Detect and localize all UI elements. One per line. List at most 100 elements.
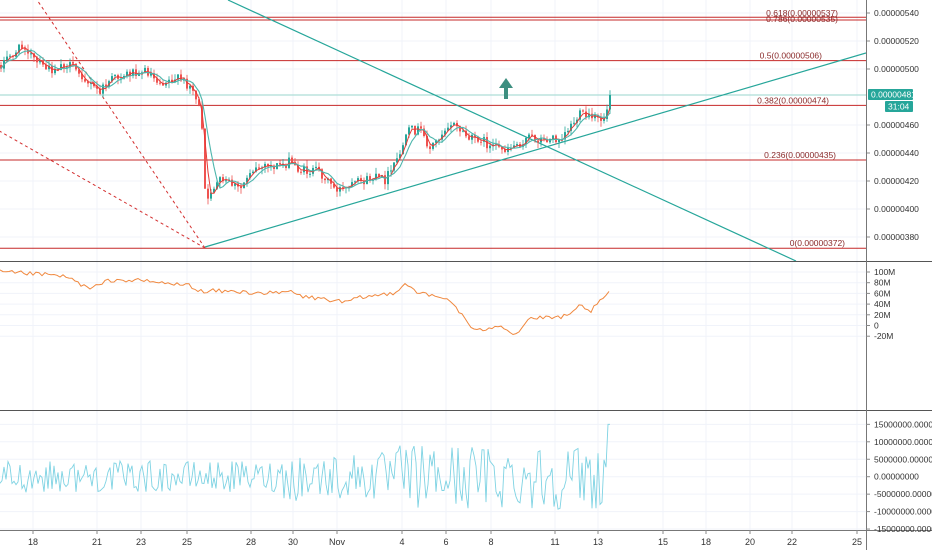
candle-body	[609, 95, 611, 110]
candle-body	[39, 60, 41, 63]
candle-body	[606, 109, 608, 119]
candle-body	[144, 67, 146, 73]
candle-body	[390, 170, 392, 172]
candle-body	[18, 44, 20, 53]
time-axis: 18 21 23 25 28 30 Nov 4 6 8 11 13 15 18 20 22 25	[28, 530, 862, 547]
time-tick-label: 18	[701, 537, 711, 547]
candle-body	[393, 162, 395, 171]
candle-body	[321, 169, 323, 179]
candle-body	[357, 178, 359, 182]
candle-body	[198, 99, 200, 105]
fib-label-3: 0.382(0.00000474)	[757, 95, 829, 105]
candle-body	[399, 154, 401, 159]
candle-body	[537, 140, 539, 143]
candle-body	[582, 110, 584, 112]
time-tick-label: 18	[28, 537, 38, 547]
candle-body	[282, 164, 284, 166]
fib-label-2: 0.5(0.00000506)	[760, 51, 823, 61]
candle-body	[414, 125, 416, 135]
candle-body	[30, 53, 32, 55]
candle-body	[291, 157, 293, 163]
candle-body	[57, 68, 59, 70]
candle-body	[387, 171, 389, 185]
candle-body	[279, 163, 281, 165]
time-tick-label: 25	[182, 537, 192, 547]
candle-body	[27, 49, 29, 54]
candle-body	[252, 171, 254, 174]
time-tick-label: 15	[658, 537, 668, 547]
candle-body	[255, 167, 257, 172]
candle-body	[168, 79, 170, 83]
candle-body	[0, 65, 2, 69]
volume-tick-label: 80M	[874, 278, 891, 288]
candle-body	[378, 173, 380, 177]
candle-body	[246, 177, 248, 183]
candle-body	[570, 123, 572, 131]
oscillator-tick-label: -5000000.00000000	[874, 489, 932, 499]
candle-body	[603, 118, 605, 121]
candle-body	[351, 182, 353, 187]
candle-body	[447, 127, 449, 131]
volume-tick-label: 0	[874, 321, 879, 331]
candle-body	[231, 179, 233, 186]
candle-body	[306, 166, 308, 174]
candle-body	[459, 126, 461, 132]
time-tick-label: 25	[852, 537, 862, 547]
candle-body	[567, 130, 569, 133]
candle-body	[411, 125, 413, 128]
candle-body	[78, 69, 80, 74]
candle-body	[114, 75, 116, 77]
candle-body	[450, 125, 452, 128]
candle-body	[342, 187, 344, 189]
countdown-tag	[885, 101, 913, 112]
candle-body	[417, 126, 419, 135]
oscillator-tick-label: 5000000.00000000	[874, 454, 932, 464]
candle-body	[585, 111, 587, 118]
price-tick-label: 0.00000440	[874, 148, 919, 158]
time-tick-label: 22	[787, 537, 797, 547]
candle-body	[156, 78, 158, 83]
candle-body	[48, 65, 50, 70]
candle-body	[534, 134, 536, 141]
fib-label-1: 0.786(0.00000535)	[766, 14, 838, 24]
candle-body	[315, 166, 317, 169]
candle-body	[600, 117, 602, 121]
oscillator-pane: 15000000.00000000 10000000.00000000 500000…	[0, 419, 932, 534]
descending-trendline	[227, 0, 797, 261]
time-tick-label: 13	[593, 537, 603, 547]
candle-body	[24, 48, 26, 50]
candle-body	[81, 73, 83, 80]
candle-body	[324, 178, 326, 181]
candle-body	[267, 163, 269, 167]
candle-body	[138, 74, 140, 76]
time-tick-label: 11	[550, 537, 559, 547]
candle-body	[405, 134, 407, 146]
volume-tick-label: 40M	[874, 299, 891, 309]
ascending-trendline	[204, 52, 866, 248]
candle-body	[375, 173, 377, 180]
candle-body	[60, 64, 62, 70]
candle-body	[297, 165, 299, 172]
candle-body	[453, 122, 455, 126]
candle-body	[303, 166, 305, 173]
candle-body	[435, 139, 437, 143]
time-tick-label: 6	[443, 537, 448, 547]
price-tick-label: 0.00000540	[874, 8, 919, 18]
candle-body	[54, 68, 56, 74]
fib-label-5: 0(0.00000372)	[790, 238, 845, 248]
fib-fan-line-1	[36, 0, 206, 249]
price-tick-label: 0.00000400	[874, 204, 919, 214]
candle-body	[96, 86, 98, 89]
candle-body	[558, 139, 560, 143]
candle-body	[426, 135, 428, 147]
ema-fast-line	[0, 47, 611, 194]
last-price-tag-text: 0.00000481	[871, 90, 916, 100]
candle-body	[219, 177, 221, 183]
time-tick-label: 4	[399, 537, 404, 547]
candle-body	[444, 130, 446, 135]
candle-body	[492, 144, 494, 146]
candle-body	[504, 149, 506, 152]
